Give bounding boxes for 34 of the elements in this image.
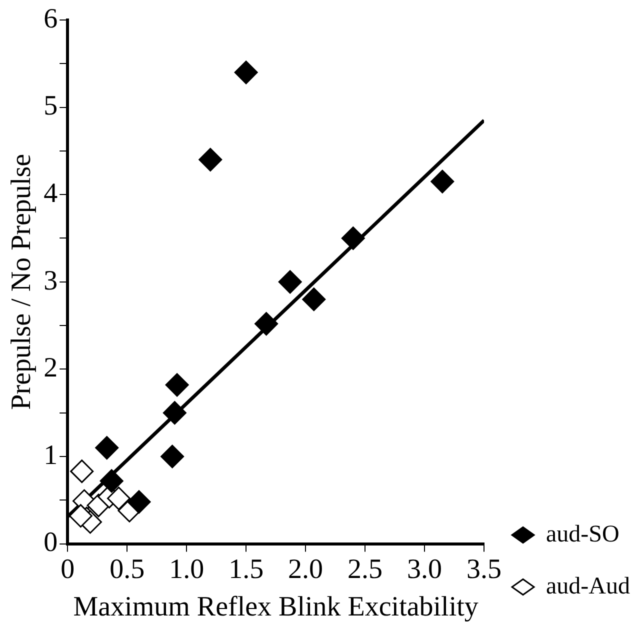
y-tick-label: 2 (44, 352, 58, 384)
point (278, 270, 302, 294)
x-tick-label: 2.0 (288, 554, 324, 585)
y-tick-label: 0 (44, 527, 58, 558)
point (302, 288, 326, 312)
x-tick-label: 1.5 (228, 554, 264, 585)
point (70, 460, 94, 484)
x-axis-title: Maximum Reflex Blink Excitability (73, 592, 478, 623)
x-tick-label: 3.0 (407, 554, 442, 585)
x-tick-label: 1.0 (169, 554, 204, 585)
point (162, 401, 186, 425)
x-tick-label: 0.5 (110, 554, 145, 585)
point (198, 148, 222, 172)
point (341, 226, 365, 250)
point (95, 436, 119, 460)
point (234, 60, 258, 84)
point (100, 469, 124, 493)
point (107, 486, 131, 510)
point (165, 373, 189, 397)
y-axis-title: Prepulse / No Prepulse (6, 154, 38, 410)
point (127, 490, 151, 514)
y-tick-label: 1 (44, 440, 58, 471)
x-tick-label: 3.5 (466, 554, 502, 585)
point (160, 444, 184, 468)
x-tick-label: 2.5 (348, 554, 383, 585)
legend-label: aud-Aud (546, 573, 630, 600)
point (68, 504, 92, 528)
point (254, 312, 278, 336)
point (430, 170, 454, 194)
y-tick-label: 5 (44, 90, 58, 122)
legend-label: aud-SO (546, 521, 620, 548)
y-tick-label: 3 (44, 265, 58, 296)
y-tick-label: 6 (44, 3, 58, 34)
y-tick-label: 4 (44, 178, 58, 209)
